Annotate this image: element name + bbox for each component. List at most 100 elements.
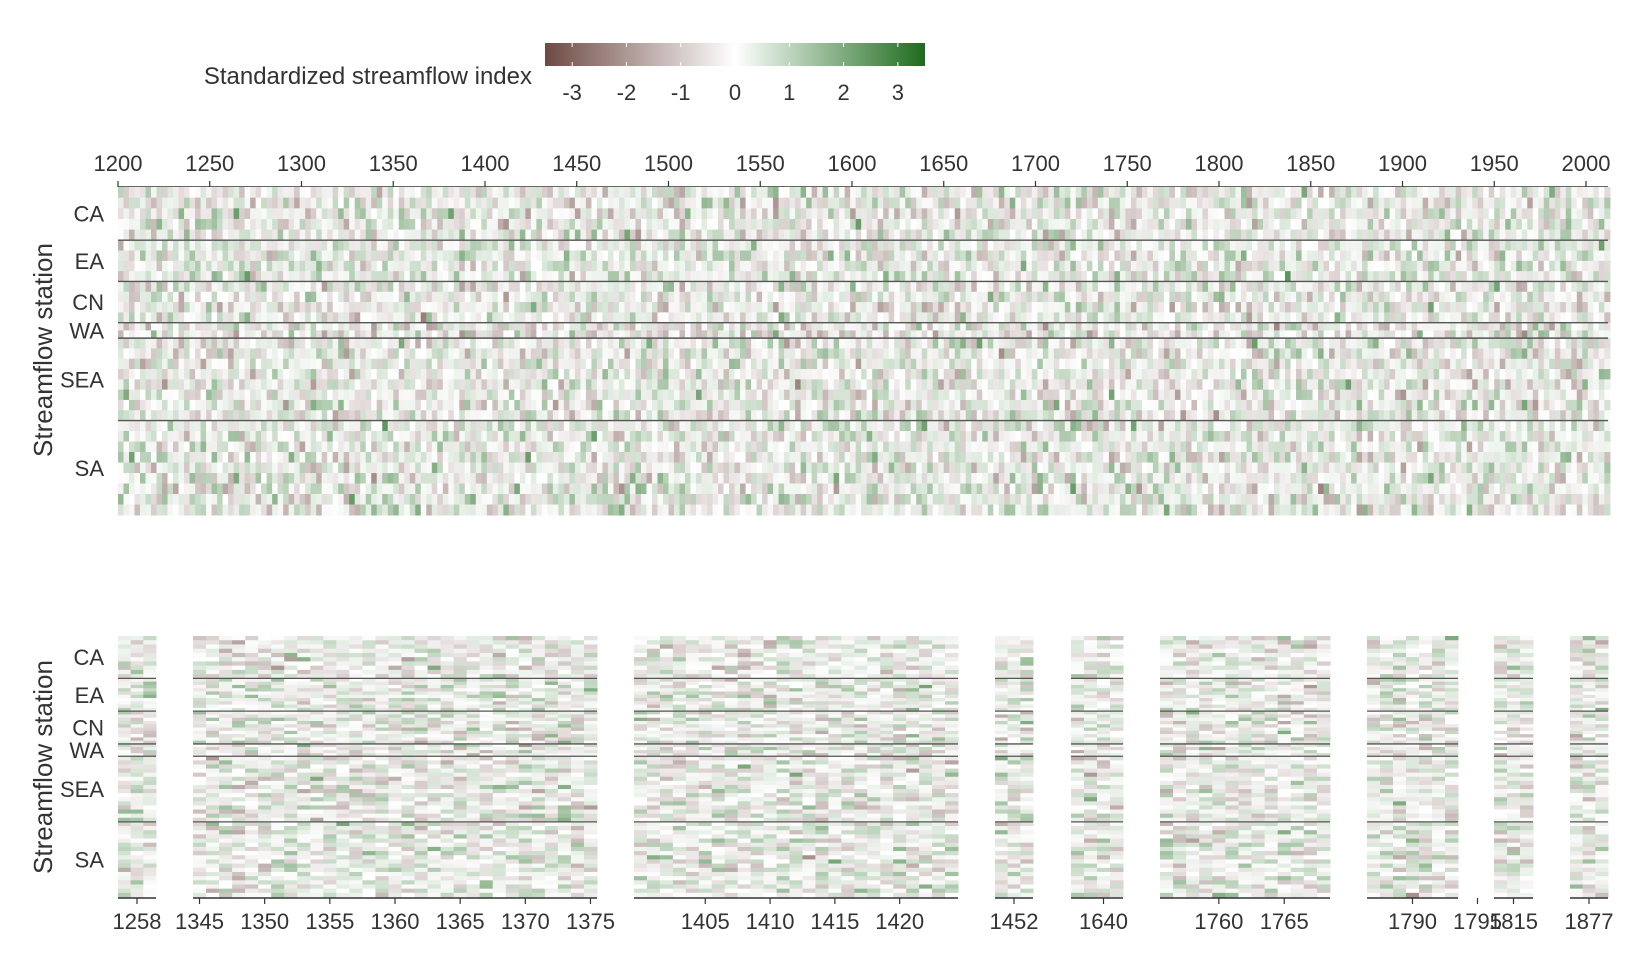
heatmap-cell bbox=[718, 369, 725, 380]
heatmap-cell bbox=[145, 420, 152, 432]
heatmap-cell bbox=[519, 410, 526, 422]
heatmap-cell bbox=[745, 452, 752, 464]
heatmap-cell bbox=[129, 494, 136, 506]
heatmap-cell bbox=[365, 197, 372, 209]
heatmap-cell bbox=[327, 218, 334, 231]
heatmap-cell bbox=[503, 187, 510, 199]
heatmap-cell bbox=[877, 218, 884, 231]
heatmap-cell bbox=[310, 302, 317, 313]
heatmap-cell bbox=[195, 330, 202, 339]
heatmap-cell bbox=[696, 399, 703, 411]
heatmap-cell bbox=[167, 358, 174, 370]
heatmap-cell bbox=[508, 452, 515, 464]
heatmap-cell bbox=[789, 420, 796, 432]
heatmap-cell bbox=[574, 452, 582, 464]
heatmap-cell bbox=[525, 291, 532, 303]
heatmap-cell bbox=[266, 330, 273, 339]
heatmap-cell bbox=[712, 358, 719, 370]
heatmap-cell bbox=[365, 420, 372, 432]
heatmap-cell bbox=[283, 271, 290, 282]
heatmap-cell bbox=[723, 291, 730, 303]
heatmap-cell bbox=[883, 494, 890, 506]
heatmap-cell bbox=[811, 291, 818, 303]
heatmap-cell bbox=[932, 250, 939, 262]
heatmap-cell bbox=[602, 312, 609, 324]
heatmap-cell bbox=[844, 281, 851, 293]
heatmap-cell bbox=[712, 322, 719, 331]
heatmap-cell bbox=[943, 281, 950, 293]
heatmap-cell bbox=[580, 389, 587, 401]
heatmap-cell bbox=[756, 271, 763, 282]
heatmap-cell bbox=[277, 389, 284, 401]
heatmap-cell bbox=[519, 229, 526, 241]
heatmap-cell bbox=[795, 431, 802, 443]
heatmap-cell bbox=[696, 504, 703, 516]
heatmap-cell bbox=[596, 271, 604, 282]
heatmap-cell bbox=[850, 420, 857, 432]
heatmap-cell bbox=[365, 330, 372, 339]
heatmap-cell bbox=[806, 494, 813, 506]
heatmap-cell bbox=[558, 483, 565, 495]
heatmap-cell bbox=[701, 348, 708, 360]
heatmap-cell bbox=[442, 187, 449, 199]
heatmap-cell bbox=[668, 338, 675, 349]
heatmap-cell bbox=[508, 431, 515, 443]
heatmap-cell bbox=[916, 260, 923, 272]
heatmap-cell bbox=[894, 187, 901, 199]
heatmap-cell bbox=[426, 369, 433, 380]
heatmap-cell bbox=[365, 218, 372, 231]
heatmap-cell bbox=[861, 441, 868, 453]
heatmap-cell bbox=[756, 348, 763, 360]
heatmap-cell bbox=[332, 260, 339, 272]
heatmap-cell bbox=[563, 330, 571, 339]
heatmap-cell bbox=[640, 250, 648, 262]
heatmap-cell bbox=[536, 399, 543, 411]
heatmap-cell bbox=[316, 494, 323, 506]
heatmap-cell bbox=[563, 218, 571, 231]
heatmap-cell bbox=[244, 250, 251, 262]
heatmap-cell bbox=[806, 322, 813, 331]
heatmap-cell bbox=[118, 330, 125, 339]
heatmap-cell bbox=[740, 504, 747, 516]
heatmap-cell bbox=[244, 218, 251, 231]
heatmap-cell bbox=[228, 431, 235, 443]
heatmap-cell bbox=[679, 389, 686, 401]
heatmap-cell bbox=[365, 240, 372, 252]
heatmap-cell bbox=[195, 197, 202, 209]
heatmap-cell bbox=[563, 229, 571, 241]
heatmap-cell bbox=[420, 431, 427, 443]
heatmap-cell bbox=[343, 369, 350, 380]
heatmap-cell bbox=[844, 483, 851, 495]
heatmap-cell bbox=[426, 441, 433, 453]
heatmap-cell bbox=[762, 452, 769, 464]
heatmap-cell bbox=[800, 260, 807, 272]
heatmap-cell bbox=[448, 271, 455, 282]
heatmap-cell bbox=[250, 358, 257, 370]
heatmap-cell bbox=[272, 338, 279, 349]
heatmap-cell bbox=[844, 187, 851, 199]
heatmap-cell bbox=[316, 441, 323, 453]
heatmap-cell bbox=[464, 473, 471, 485]
heatmap-cell bbox=[960, 197, 967, 209]
heatmap-cell bbox=[536, 322, 543, 331]
heatmap-cell bbox=[151, 462, 158, 474]
heatmap-cell bbox=[635, 379, 642, 391]
heatmap-cell bbox=[464, 322, 471, 331]
heatmap-cell bbox=[789, 338, 796, 349]
heatmap-cell bbox=[640, 473, 648, 485]
heatmap-cell bbox=[442, 462, 449, 474]
heatmap-cell bbox=[442, 322, 449, 331]
heatmap-cell bbox=[558, 322, 565, 331]
heatmap-cell bbox=[580, 399, 587, 411]
heatmap-cell bbox=[723, 187, 730, 199]
heatmap-cell bbox=[822, 389, 829, 401]
heatmap-cell bbox=[387, 348, 394, 360]
heatmap-cell bbox=[343, 240, 350, 252]
heatmap-cell bbox=[393, 330, 400, 339]
heatmap-cell bbox=[696, 322, 703, 331]
heatmap-cell bbox=[833, 441, 840, 453]
heatmap-cell bbox=[338, 420, 345, 432]
heatmap-cell bbox=[426, 208, 433, 220]
heatmap-cell bbox=[343, 281, 350, 293]
heatmap-cell bbox=[173, 431, 180, 443]
